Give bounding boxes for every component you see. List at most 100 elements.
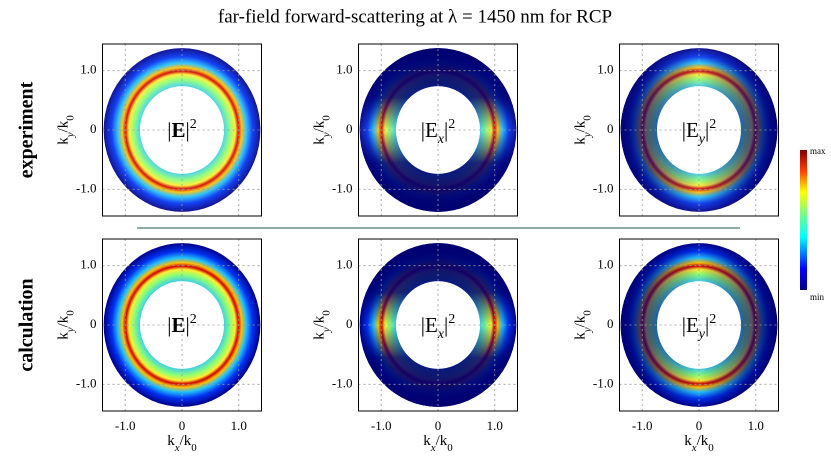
panel-label: |E|2 [167,312,196,337]
axis-label-part: /k [573,120,589,132]
panel-label: |Ey|2 [682,117,716,147]
colorbar-min: min [810,292,825,302]
panel-label-part: |E [682,313,699,337]
axis-label-part: 0 [581,310,593,316]
y-tick-label: 0 [90,316,97,331]
y-tick-label: 1.0 [597,62,613,77]
panel-label: |E|2 [167,117,196,142]
panel-label-part: E [171,313,185,337]
axis-label-part: /k [436,433,448,449]
panel-label-part: 2 [190,312,197,327]
x-tick-label: -1.0 [115,418,136,433]
axis-label-part: /k [697,433,709,449]
axis-label-part: y [581,327,593,333]
y-tick-label: -1.0 [76,375,97,390]
axis-label-part: y [64,327,76,333]
axis-label-part: k [312,137,328,145]
panel-label-part: | [167,313,171,337]
y-tick-label: 1.0 [80,257,96,272]
panel-label-part: 2 [190,117,197,132]
y-tick-label: -1.0 [332,375,353,390]
panel-label: |Ex|2 [421,117,455,147]
panel-label-part: | [444,118,448,142]
panel-label-part: | [444,313,448,337]
y-tick-label: 1.0 [80,62,96,77]
plot-frame [102,238,262,412]
panel-label: |Ex|2 [421,312,455,342]
panel-label-part: | [186,313,190,337]
panel-label-part: |E [421,118,438,142]
x-tick-label: -1.0 [371,418,392,433]
x-tick-label: 1.0 [748,418,764,433]
y-axis-label: ky/k0 [573,115,593,145]
colorbar-max: max [810,146,826,156]
panel-label-part: 2 [709,117,716,132]
axis-label-part: y [64,132,76,138]
panel-label-part: | [167,118,171,142]
axis-label-part: k [423,433,431,449]
panel-label-part: | [705,313,709,337]
panel-label-part: | [186,118,190,142]
y-tick-label: 0 [607,121,614,136]
panel-label-part: |E [682,118,699,142]
panel-label-part: y [697,132,706,147]
axis-label-part: k [56,137,72,145]
panel-label-part: |E [421,313,438,337]
y-axis-label: ky/k0 [56,115,76,145]
x-axis-label: kx/k0 [167,433,197,453]
axis-label-part: k [573,332,589,340]
axis-label-part: /k [180,433,192,449]
y-axis-label: ky/k0 [56,310,76,340]
figure-title: far-field forward-scattering at λ = 1450… [218,6,612,27]
panel-label-part: x [437,132,445,147]
y-tick-label: -1.0 [593,180,614,195]
panel-label-part: 2 [709,312,716,327]
axis-label-part: 0 [320,115,332,121]
y-tick-label: -1.0 [593,375,614,390]
axis-label-part: y [320,132,332,138]
y-tick-label: -1.0 [76,180,97,195]
y-tick-label: 0 [607,316,614,331]
y-tick-label: 0 [90,121,97,136]
axis-label-part: k [684,433,692,449]
plot-frame [619,238,779,412]
axis-label-part: 0 [581,115,593,121]
axis-label-part: x [174,442,180,454]
panel-label-part: | [705,118,709,142]
x-tick-label: 0 [179,418,186,433]
plot-frame [358,238,518,412]
axis-label-part: k [56,332,72,340]
x-tick-label: 1.0 [231,418,247,433]
axis-label-part: x [691,442,697,454]
y-tick-label: 0 [346,121,353,136]
axis-label-part: /k [56,120,72,132]
panel-label-part: y [697,327,706,342]
axis-label-part: /k [312,120,328,132]
panel-label-part: 2 [448,312,455,327]
panel-label-part: 2 [448,117,455,132]
axis-label-part: y [320,327,332,333]
plot-frame [358,43,518,217]
y-tick-label: 1.0 [336,62,352,77]
y-tick-label: -1.0 [332,180,353,195]
x-tick-label: -1.0 [632,418,653,433]
y-tick-label: 1.0 [336,257,352,272]
row-label: calculation [16,278,38,371]
panel-label-part: x [437,327,445,342]
axis-label-part: 0 [64,115,76,121]
y-axis-label: ky/k0 [312,310,332,340]
x-tick-label: 1.0 [487,418,503,433]
panel-label-part: E [171,118,185,142]
y-tick-label: 0 [346,316,353,331]
axis-label-part: /k [56,315,72,327]
axis-label-part: 0 [447,442,453,454]
plot-frame [102,43,262,217]
y-axis-label: ky/k0 [312,115,332,145]
colorbar [800,150,807,290]
x-tick-label: 0 [696,418,703,433]
axis-label-part: 0 [64,310,76,316]
x-axis-label: kx/k0 [684,433,714,453]
axis-label-part: 0 [320,310,332,316]
axis-label-part: 0 [191,442,197,454]
